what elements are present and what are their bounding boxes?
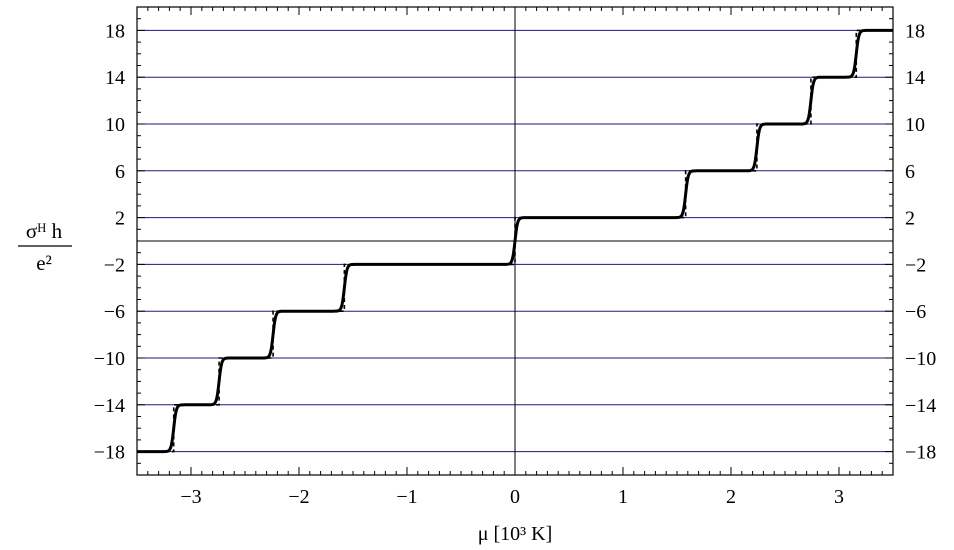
x-tick-label: 1 xyxy=(618,486,628,508)
y-tick-label-right: 6 xyxy=(905,161,915,183)
y-axis-title-denominator: e² xyxy=(36,251,52,275)
y-tick-label-right: 18 xyxy=(905,20,925,42)
y-tick-label-left: −14 xyxy=(94,395,125,417)
y-tick-label-right: 10 xyxy=(905,114,925,136)
series-dashed-line xyxy=(137,29,893,453)
x-tick-label: 3 xyxy=(834,486,844,508)
y-tick-label-right: −18 xyxy=(905,442,936,464)
x-tick-label: 2 xyxy=(726,486,736,508)
y-tick-label-left: 2 xyxy=(115,208,125,230)
y-tick-label-right: −2 xyxy=(905,254,926,276)
y-tick-label-left: −18 xyxy=(94,442,125,464)
x-tick-label: 0 xyxy=(510,486,520,508)
series-group xyxy=(136,28,894,454)
y-tick-label-left: −2 xyxy=(104,254,125,276)
y-tick-label-right: −6 xyxy=(905,301,926,323)
y-tick-label-left: −10 xyxy=(94,348,125,370)
y-tick-label-right: −14 xyxy=(905,395,936,417)
x-tick-label: −1 xyxy=(396,486,417,508)
y-axis-title: σᴴ h e² xyxy=(18,219,72,275)
x-axis-title: μ [10³ K] xyxy=(478,523,552,545)
y-tick-label-right: 2 xyxy=(905,208,915,230)
y-tick-label-left: −6 xyxy=(104,301,125,323)
axes xyxy=(136,6,894,476)
x-tick-label: −2 xyxy=(288,486,309,508)
y-tick-label-left: 14 xyxy=(105,67,125,89)
y-tick-label-left: 10 xyxy=(105,114,125,136)
y-tick-label-right: 14 xyxy=(905,67,925,89)
x-tick-label: −3 xyxy=(180,486,201,508)
y-tick-label-left: 6 xyxy=(115,161,125,183)
y-tick-label-right: −10 xyxy=(905,348,936,370)
y-axis-title-numerator: σᴴ h xyxy=(26,219,63,243)
y-tick-label-left: 18 xyxy=(105,20,125,42)
